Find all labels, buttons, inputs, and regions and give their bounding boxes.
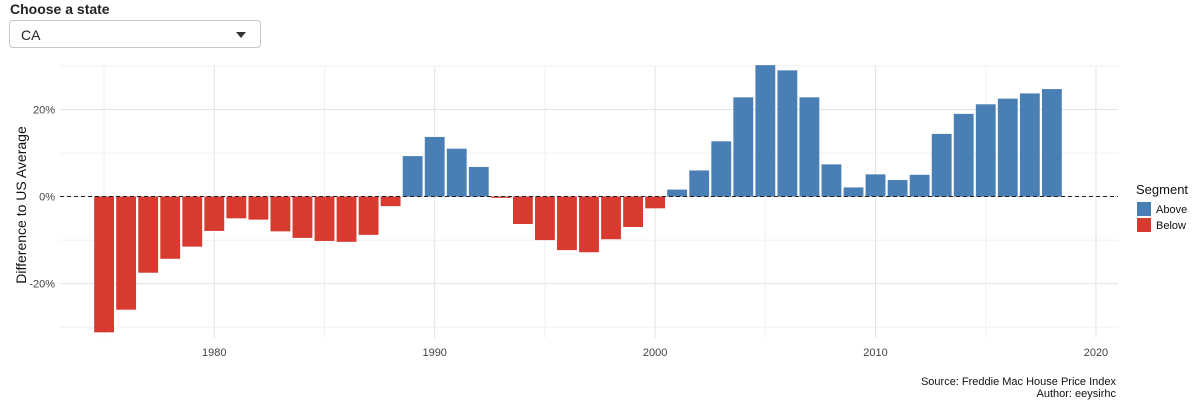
legend-label-below: Below (1156, 220, 1186, 232)
y-tick-label: 0% (39, 192, 55, 204)
caption-author: Author: eeysirhc (1037, 388, 1117, 400)
legend-swatch-below (1137, 218, 1151, 232)
bar-1987 (358, 196, 379, 235)
y-tick-label: 20% (33, 105, 55, 117)
bar-1979 (182, 196, 203, 247)
bar-2001 (667, 189, 688, 197)
legend-title: Segment (1136, 182, 1188, 197)
bar-1993 (490, 196, 511, 198)
bar-2018 (1041, 89, 1062, 197)
x-tick-label: 1980 (202, 347, 226, 359)
bar-1981 (226, 196, 247, 219)
bar-2003 (711, 141, 732, 197)
bar-1986 (336, 196, 357, 242)
bar-1976 (116, 196, 137, 310)
y-tick-label: -20% (29, 279, 55, 291)
bar-2014 (953, 113, 974, 197)
bar-1995 (534, 196, 555, 241)
bar-1994 (512, 196, 533, 224)
x-axis-ticks: 1980 1990 2000 2010 2020 (202, 347, 1108, 359)
bar-1988 (380, 196, 401, 207)
y-axis-label: Difference to US Average (13, 126, 29, 284)
bar-2005 (755, 65, 776, 197)
bar-2006 (777, 70, 798, 197)
x-tick-label: 2010 (863, 347, 887, 359)
bar-2009 (843, 187, 864, 197)
bar-2017 (1019, 93, 1040, 197)
bar-2010 (865, 174, 886, 197)
y-axis-ticks: -20% 0% 20% (29, 105, 55, 291)
legend-swatch-above (1137, 202, 1151, 216)
bar-1984 (292, 196, 313, 238)
x-tick-label: 2020 (1084, 347, 1108, 359)
bar-2000 (645, 196, 666, 209)
bar-1977 (138, 196, 159, 273)
bar-1982 (248, 196, 269, 220)
bar-series (94, 65, 1062, 333)
bar-1991 (446, 148, 467, 197)
bar-1998 (601, 196, 621, 240)
bar-1989 (402, 156, 423, 197)
chevron-down-icon[interactable] (236, 32, 246, 38)
bar-1999 (623, 196, 644, 228)
bar-1997 (579, 196, 599, 253)
state-select-label: Choose a state (10, 1, 110, 17)
bar-1996 (557, 196, 577, 251)
bar-2004 (733, 97, 754, 197)
bar-1990 (424, 136, 445, 197)
legend: Segment Above Below (1136, 182, 1188, 232)
caption-source: Source: Freddie Mac House Price Index (921, 376, 1117, 388)
bar-2015 (975, 104, 996, 197)
bar-1978 (160, 196, 181, 259)
bar-2008 (821, 164, 842, 197)
state-select-dropdown[interactable]: CA (9, 20, 261, 48)
bar-1983 (270, 196, 291, 232)
bar-2016 (997, 98, 1018, 197)
bar-1985 (314, 196, 335, 241)
bar-2007 (799, 97, 820, 197)
bar-2002 (689, 170, 710, 197)
state-select-value: CA (21, 27, 41, 43)
bar-2012 (909, 174, 930, 197)
legend-label-above: Above (1156, 204, 1187, 216)
bar-2011 (887, 180, 908, 197)
x-tick-label: 1990 (422, 347, 446, 359)
bar-1980 (204, 196, 225, 231)
bar-2013 (931, 133, 952, 197)
bar-1992 (468, 166, 489, 197)
x-tick-label: 2000 (643, 347, 667, 359)
bar-1975 (94, 196, 115, 333)
